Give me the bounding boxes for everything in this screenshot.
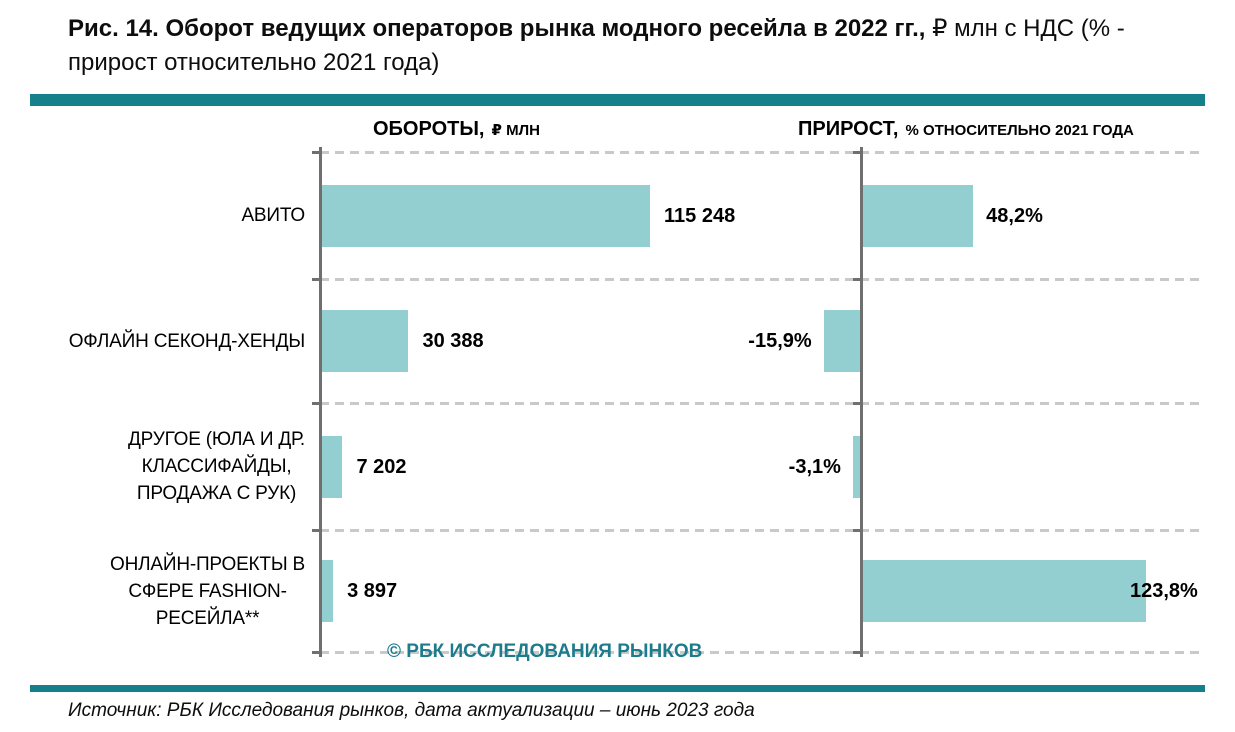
copyright-watermark: © РБК ИССЛЕДОВАНИЯ РЫНКОВ [387,641,703,662]
turnover-column-header: ОБОРОТЫ, ₽ МЛН [373,118,540,141]
growth-header-main: ПРИРОСТ, [798,118,899,140]
turnover-bar [322,184,650,247]
growth-value-label: 48,2% [986,204,1043,227]
category-label: ОФЛАЙН СЕКОНД-ХЕНДЫ [30,279,305,403]
figure-title-regular: ₽ млн с НДС (% - прирост относительно 20… [68,15,1125,76]
turnover-axis-line [319,147,322,657]
growth-axis-line [860,147,863,657]
left-axis-tick [312,651,322,654]
turnover-value-label: 115 248 [664,204,736,227]
growth-header-unit: % ОТНОСИТЕЛЬНО 2021 ГОДА [905,122,1134,139]
row-separator-gridline [320,278,1205,281]
growth-value-label: -3,1% [788,455,841,478]
turnover-value-label: 3 897 [347,580,398,602]
turnover-header-unit: ₽ МЛН [491,122,540,139]
left-axis-tick [312,151,322,154]
right-axis-tick [853,151,863,154]
category-label-text: ОФЛАЙН СЕКОНД-ХЕНДЫ [68,330,305,352]
growth-bar [863,184,974,247]
category-label-text: ОНЛАЙН-ПРОЕКТЫ В СФЕРЕ FASHION- РЕСЕЙЛА** [110,553,305,629]
growth-bar [863,560,1146,622]
figure-title: Рис. 14. Оборот ведущих операторов рынка… [68,12,1180,80]
left-axis-tick [312,529,322,532]
turnover-value-label: 7 202 [356,455,407,478]
growth-bar [852,435,860,498]
turnover-bar [322,435,343,498]
left-axis-tick [312,402,322,405]
bottom-divider-bar [30,685,1205,692]
right-axis-tick [853,278,863,281]
turnover-value-label: 30 388 [422,330,484,352]
row-separator-gridline [320,151,1205,154]
growth-column-header: ПРИРОСТ, % ОТНОСИТЕЛЬНО 2021 ГОДА [798,118,1134,141]
category-label: АВИТО [30,152,305,279]
category-label: ОНЛАЙН-ПРОЕКТЫ В СФЕРЕ FASHION- РЕСЕЙЛА** [30,530,305,652]
row-separator-gridline [320,651,1205,654]
row-separator-gridline [320,402,1205,405]
category-label: ДРУГОЕ (ЮЛА И ДР. КЛАССИФАЙДЫ, ПРОДАЖА С Р… [30,403,305,530]
row-separator-gridline [320,529,1205,532]
growth-bar [823,310,860,372]
right-axis-tick [853,402,863,405]
top-divider-bar [30,94,1205,106]
figure-title-bold: Рис. 14. Оборот ведущих операторов рынка… [68,15,926,42]
turnover-header-main: ОБОРОТЫ, [373,118,485,140]
right-axis-tick [853,651,863,654]
turnover-bar [322,560,334,622]
category-label-text: ДРУГОЕ (ЮЛА И ДР. КЛАССИФАЙДЫ, ПРОДАЖА С Р… [128,429,305,504]
growth-value-label: 123,8% [1130,580,1198,602]
source-note: Источник: РБК Исследования рынков, дата … [68,700,755,721]
growth-value-label: -15,9% [748,330,812,352]
turnover-bar [322,310,409,372]
left-axis-tick [312,278,322,281]
category-label-text: АВИТО [241,205,305,226]
right-axis-tick [853,529,863,532]
